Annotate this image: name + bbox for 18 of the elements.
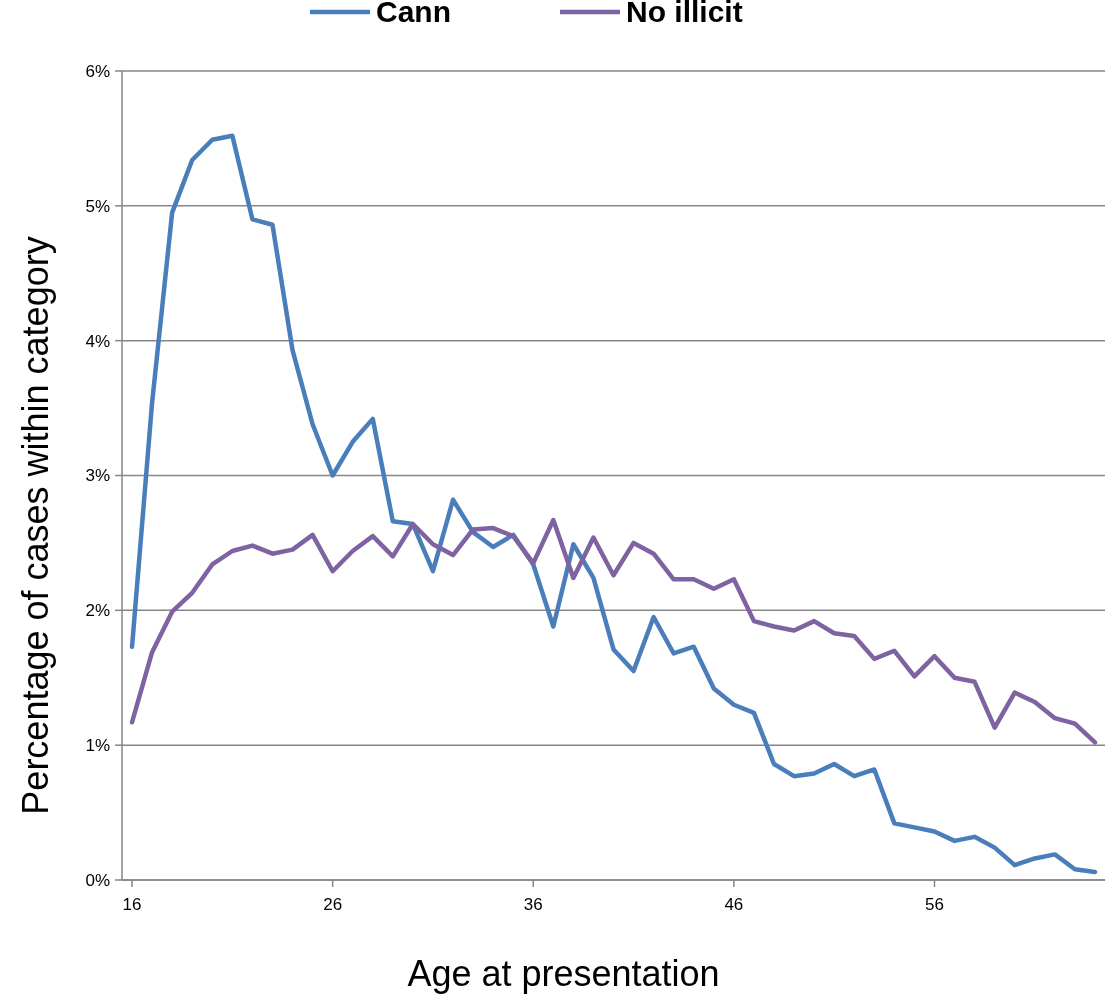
y-axis-title: Percentage of cases within category: [15, 236, 56, 815]
legend-label: Cann: [376, 0, 451, 28]
y-tick-label: 3%: [85, 466, 110, 486]
y-tick-label: 1%: [85, 736, 110, 756]
legend-label: No illicit: [626, 0, 743, 28]
y-tick-label: 0%: [85, 870, 110, 890]
line-series: [129, 133, 1098, 875]
y-tick-label: 4%: [85, 331, 110, 351]
y-tick-label: 2%: [85, 601, 110, 621]
x-tick-label: 26: [323, 895, 343, 914]
line-series: [129, 517, 1098, 745]
y-tick-label: 5%: [85, 196, 110, 216]
y-tick-label: 6%: [85, 61, 110, 81]
x-tick-label: 46: [724, 895, 744, 914]
x-axis-title: Age at presentation: [407, 953, 720, 994]
x-tick-label: 56: [925, 895, 944, 914]
x-tick-label: 36: [523, 895, 543, 914]
x-tick-label: 16: [122, 895, 142, 914]
